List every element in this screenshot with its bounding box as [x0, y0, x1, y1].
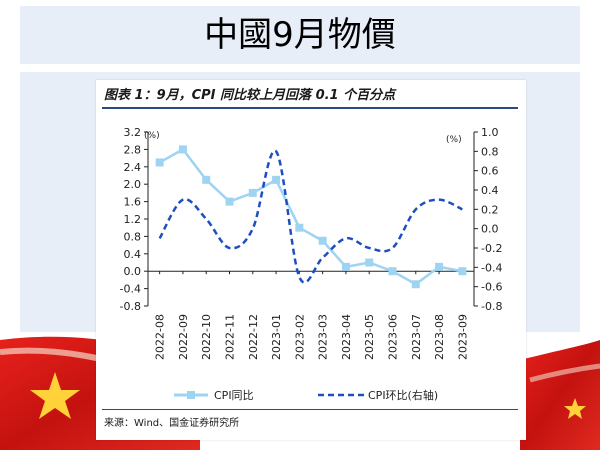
title-divider	[102, 107, 518, 109]
cpi-mom-line	[158, 149, 463, 284]
x-tick-label: 2023-01	[270, 314, 283, 360]
title-band	[20, 6, 580, 64]
x-tick-label: 2022-08	[154, 314, 167, 360]
legend: CPI同比 CPI环比(右轴)	[174, 388, 438, 402]
cpi-yoy-point	[155, 158, 164, 167]
cpi-yoy-point	[318, 236, 327, 245]
left-tick-label: 0.0	[124, 265, 142, 278]
left-tick-label: 0.4	[124, 248, 142, 261]
left-tick-label: 2.4	[124, 161, 142, 174]
left-tick-label: 0.8	[124, 230, 142, 243]
cpi-yoy-point	[272, 175, 281, 184]
legend-label-yoy: CPI同比	[214, 389, 254, 402]
flag-star-icon	[30, 372, 80, 419]
left-tick-label: -0.4	[120, 283, 141, 296]
right-tick-label: 0.4	[481, 184, 499, 197]
right-tick-label: 0.6	[481, 165, 499, 178]
x-tick-label: 2022-10	[200, 314, 213, 360]
source-note: 来源：Wind、国金证券研究所	[104, 418, 240, 429]
right-tick-label: -0.4	[481, 261, 502, 274]
right-tick-label: 1.0	[481, 126, 499, 139]
left-tick-label: 1.6	[124, 196, 142, 209]
right-tick-label: 0.8	[481, 145, 499, 158]
cpi-yoy-point	[202, 175, 211, 184]
cpi-yoy-point	[365, 258, 374, 267]
left-tick-label: 1.2	[124, 213, 142, 226]
x-tick-label: 2023-08	[433, 314, 446, 360]
right-tick-label: -0.2	[481, 242, 502, 255]
right-tick-label: 0.2	[481, 203, 499, 216]
right-tick-label: -0.8	[481, 300, 502, 313]
left-axis-unit: (%)	[144, 131, 160, 141]
right-tick-label: 0.0	[481, 223, 499, 236]
page-title: 中國9月物價	[204, 15, 396, 55]
legend-marker-yoy	[187, 391, 195, 399]
x-tick-label: 2023-02	[293, 314, 306, 360]
x-tick-label: 2022-12	[247, 314, 260, 360]
x-tick-label: 2023-04	[340, 314, 353, 360]
flag-star-small-icon	[564, 398, 586, 419]
cpi-yoy-point	[248, 188, 257, 197]
cpi-yoy-point	[295, 223, 304, 232]
chart-title: 图表 1：9月，CPI 同比较上月回落 0.1 个百分点	[104, 88, 396, 103]
left-tick-label: 2.8	[124, 143, 142, 156]
left-tick-label: 3.2	[124, 126, 142, 139]
cpi-yoy-point	[341, 262, 350, 271]
left-tick-label: -0.8	[120, 300, 141, 313]
legend-label-mom: CPI环比(右轴)	[368, 388, 438, 402]
cpi-yoy-point	[388, 267, 397, 276]
source-divider	[102, 409, 518, 410]
cpi-yoy-point	[458, 267, 467, 276]
x-tick-label: 2023-07	[410, 314, 423, 360]
chart-card: 图表 1：9月，CPI 同比较上月回落 0.1 个百分点 (%) (%) 3.2…	[96, 80, 526, 440]
cpi-yoy-point	[435, 262, 444, 271]
x-tick-label: 2023-03	[317, 314, 330, 360]
right-axis-unit: (%)	[446, 135, 462, 145]
x-tick-label: 2023-05	[363, 314, 376, 360]
x-tick-label: 2022-09	[177, 314, 190, 360]
right-tick-label: -0.6	[481, 281, 502, 294]
left-tick-label: 2.0	[124, 178, 142, 191]
x-tick-label: 2023-09	[456, 314, 469, 360]
cpi-yoy-point	[225, 197, 234, 206]
cpi-yoy-point	[411, 280, 420, 289]
cpi-chart: (%) (%) 3.2 2.8 2.4 2.0 1.6 1.2 0.8 0.4 0.0 -0.4 -…	[120, 126, 503, 402]
x-tick-label: 2023-06	[387, 314, 400, 360]
cpi-yoy-point	[178, 145, 187, 154]
x-tick-label: 2022-11	[224, 314, 237, 360]
